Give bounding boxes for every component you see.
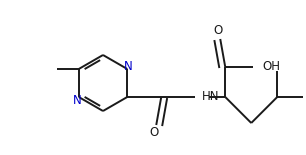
Text: O: O	[214, 24, 223, 38]
Text: OH: OH	[262, 60, 280, 73]
Text: N: N	[73, 93, 81, 106]
Text: N: N	[124, 60, 132, 73]
Text: O: O	[150, 126, 159, 140]
Text: HN: HN	[202, 91, 220, 104]
